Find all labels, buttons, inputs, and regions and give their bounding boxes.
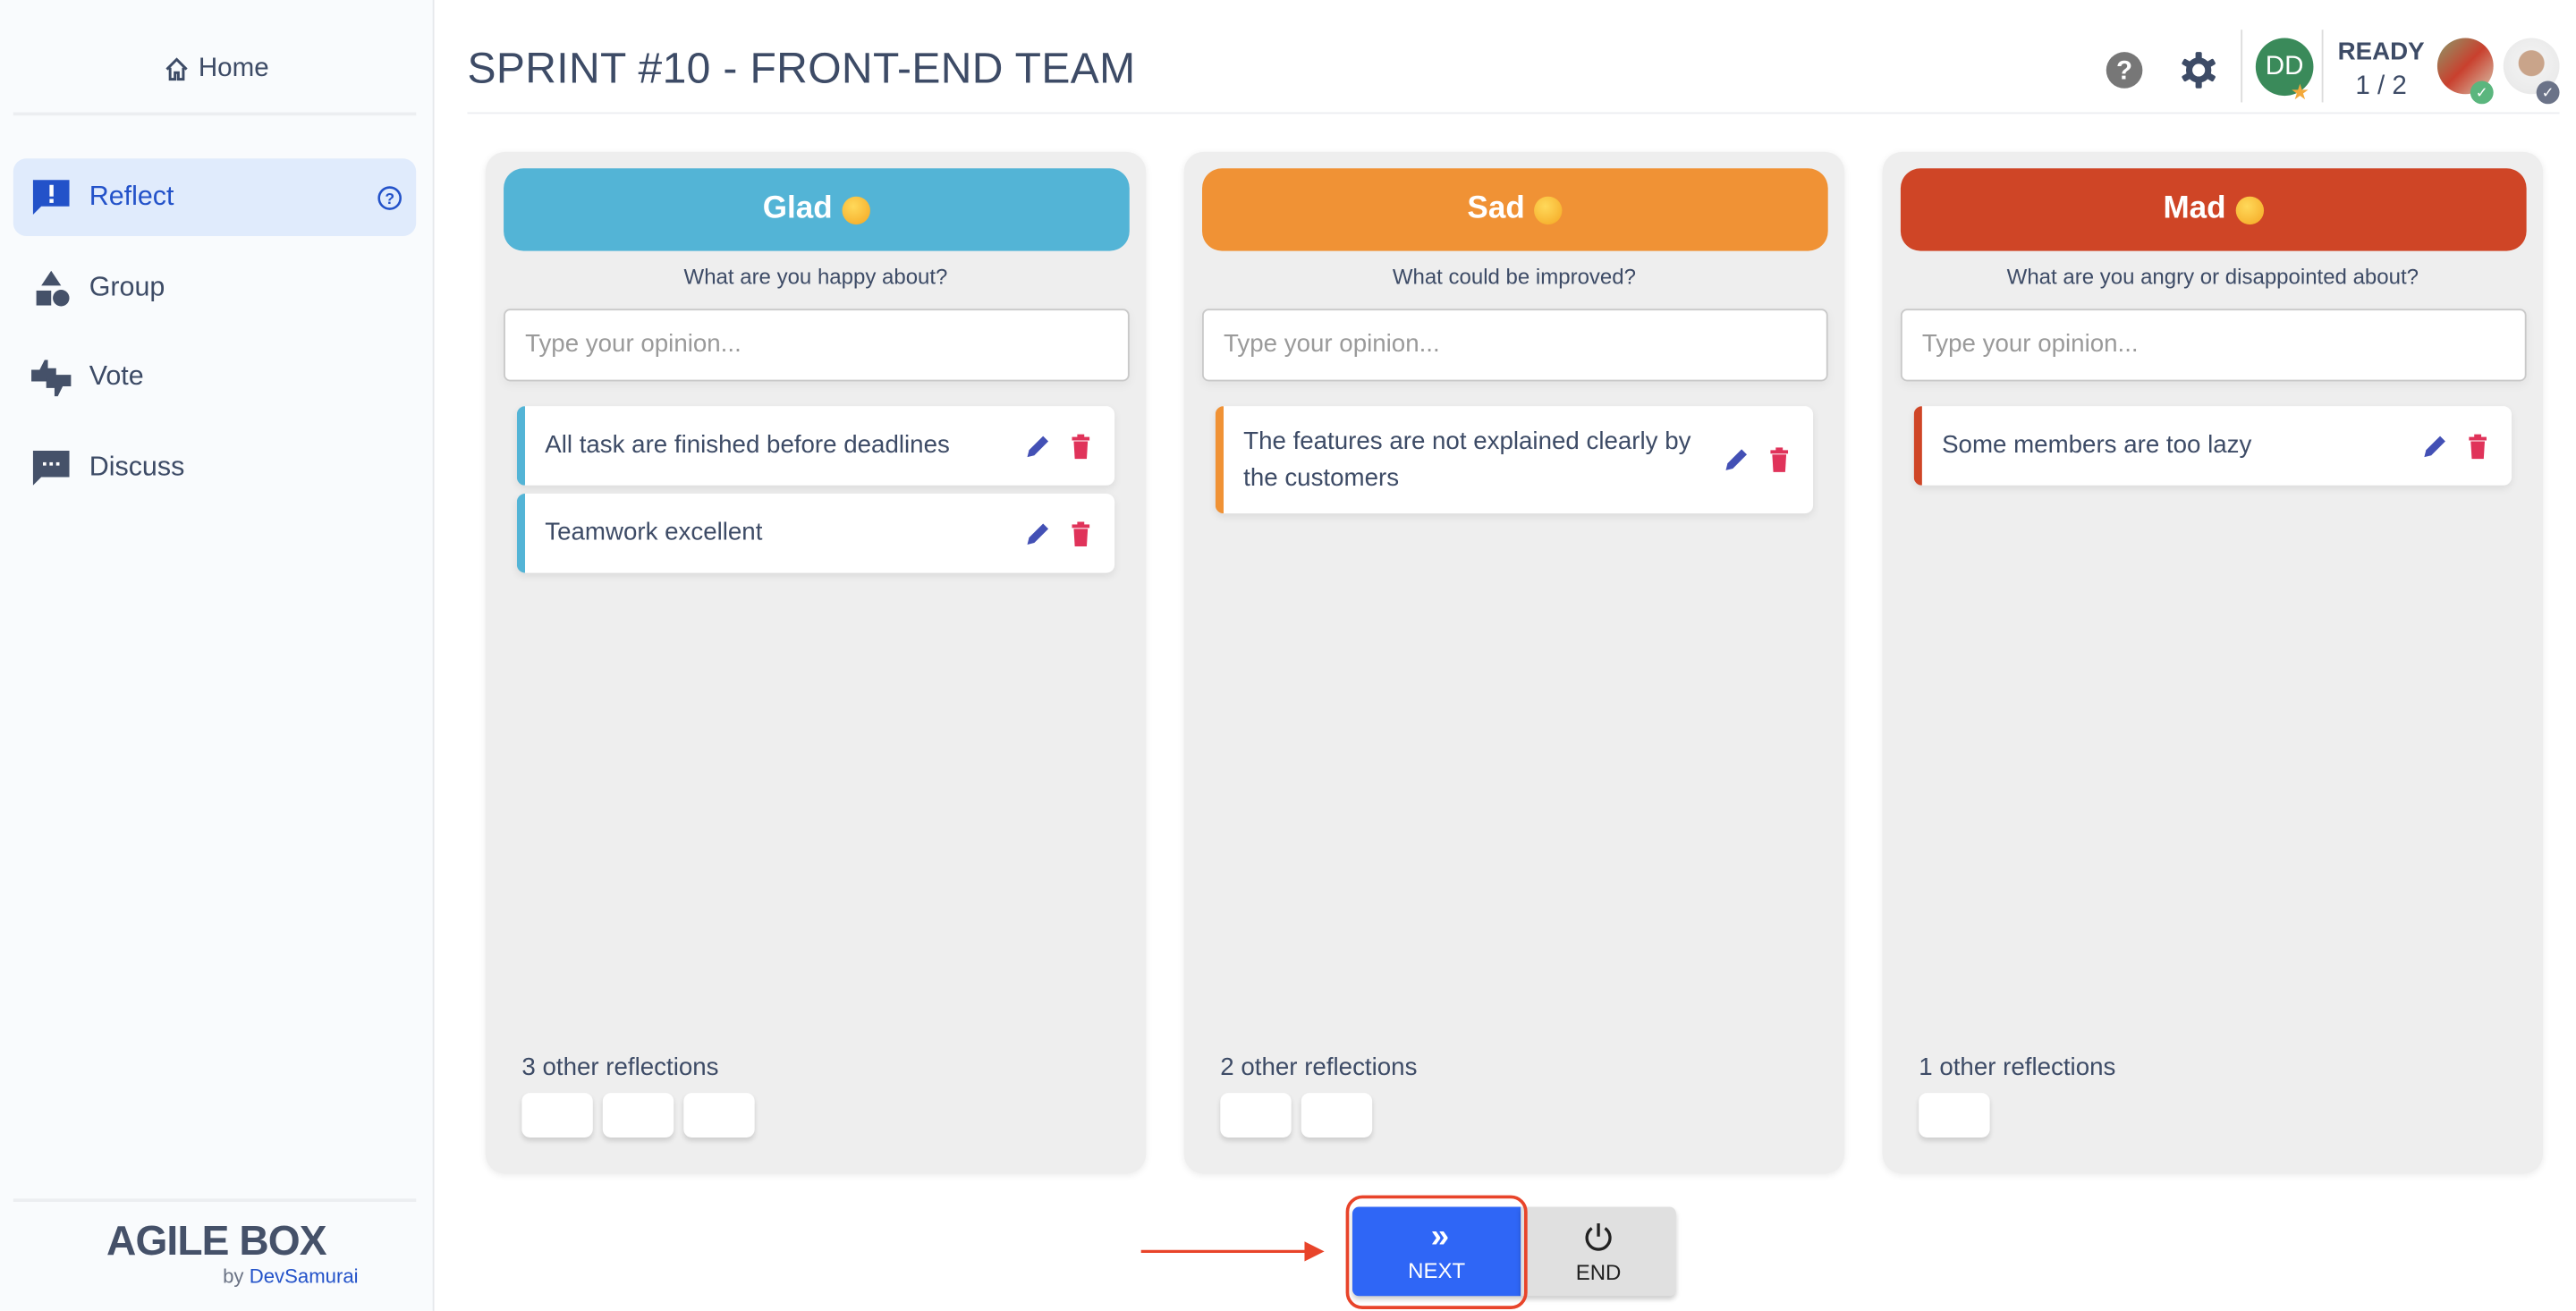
edit-icon[interactable] <box>1723 445 1750 473</box>
column-subtitle: What could be improved? <box>1392 264 1636 290</box>
other-reflections-label: 1 other reflections <box>1919 1053 2116 1082</box>
home-icon <box>165 57 188 81</box>
arrow-annotation <box>1140 1241 1325 1262</box>
column-header: Glad <box>504 168 1130 251</box>
double-chevron-right-icon: » <box>1430 1217 1450 1255</box>
opinion-input[interactable] <box>1900 309 2527 382</box>
reflection-card[interactable]: The features are not explained clearly b… <box>1215 406 1814 514</box>
divider <box>13 1198 417 1202</box>
delete-icon[interactable] <box>1067 432 1095 460</box>
sidebar-item-label: Reflect <box>89 182 174 212</box>
help-circle-icon[interactable]: ? <box>377 184 403 211</box>
header-divider <box>467 112 2560 114</box>
help-icon[interactable]: ? <box>2106 51 2143 89</box>
ready-label: READY <box>2337 38 2425 66</box>
delete-icon[interactable] <box>2463 432 2491 460</box>
thumbs-icon <box>31 359 72 396</box>
divider <box>2321 30 2324 103</box>
sidebar-item-label: Vote <box>89 361 144 392</box>
emoji-icon <box>842 195 871 224</box>
column-glad: Glad What are you happy about? Type your… <box>485 151 1147 1174</box>
next-button[interactable]: » NEXT <box>1352 1206 1521 1297</box>
gear-icon[interactable] <box>2180 51 2217 89</box>
hidden-reflection <box>521 1093 593 1138</box>
check-icon: ✓ <box>2470 80 2494 105</box>
hidden-reflection <box>1301 1093 1373 1138</box>
other-reflections-label: 2 other reflections <box>1220 1053 1418 1082</box>
ready-count: 1 / 2 <box>2355 72 2407 101</box>
svg-text:?: ? <box>385 189 394 207</box>
home-label: Home <box>198 54 269 83</box>
reflect-icon <box>32 179 70 215</box>
hidden-reflection <box>602 1093 674 1138</box>
app-logo: AGILE BOX <box>106 1218 326 1265</box>
reflection-card[interactable]: Some members are too lazy <box>1913 406 2512 486</box>
comment-dots-icon <box>32 450 70 485</box>
page-title: SPRINT #10 - FRONT-END TEAM <box>467 42 1136 93</box>
divider <box>2241 30 2243 103</box>
edit-icon[interactable] <box>1024 520 1052 547</box>
column-subtitle: What are you angry or disappointed about… <box>2006 264 2419 290</box>
hidden-reflection <box>1220 1093 1292 1138</box>
edit-icon[interactable] <box>1024 432 1052 460</box>
other-reflections-label: 3 other reflections <box>521 1053 719 1082</box>
delete-icon[interactable] <box>1067 520 1095 547</box>
end-button[interactable]: END <box>1521 1206 1676 1297</box>
sidebar-item-reflect[interactable]: Reflect ? <box>13 158 417 236</box>
emoji-icon <box>2235 195 2265 224</box>
shapes-icon <box>36 269 70 306</box>
divider <box>13 112 417 116</box>
svg-text:?: ? <box>2116 56 2132 86</box>
home-link[interactable]: Home <box>0 55 433 84</box>
column-sad: Sad What could be improved? Type your op… <box>1183 151 1845 1174</box>
sidebar-item-discuss[interactable]: Discuss <box>13 429 416 507</box>
delete-icon[interactable] <box>1766 445 1793 473</box>
avatar[interactable]: DD <box>2255 38 2314 97</box>
star-icon: ★ <box>2290 79 2310 105</box>
edit-icon[interactable] <box>2420 432 2448 460</box>
hidden-reflection <box>1919 1093 1990 1138</box>
brand-link[interactable]: DevSamurai <box>249 1264 359 1288</box>
sidebar-item-label: Discuss <box>89 452 185 483</box>
hidden-reflection <box>683 1093 755 1138</box>
check-icon: ✓ <box>2536 80 2560 105</box>
column-mad: Mad What are you angry or disappointed a… <box>1882 151 2544 1174</box>
emoji-icon <box>1534 195 1563 224</box>
sidebar: Home Reflect ? Group Vote Discuss AGILE … <box>0 0 435 1311</box>
opinion-input[interactable] <box>504 309 1130 382</box>
reflection-card[interactable]: Teamwork excellent <box>516 493 1115 573</box>
column-header: Sad <box>1201 168 1828 251</box>
column-subtitle: What are you happy about? <box>683 264 948 290</box>
reflection-card[interactable]: All task are finished before deadlines <box>516 406 1115 486</box>
column-header: Mad <box>1900 168 2527 251</box>
logo-byline: by DevSamurai <box>223 1264 359 1288</box>
sidebar-item-group[interactable]: Group <box>13 250 416 327</box>
sidebar-item-vote[interactable]: Vote <box>13 338 416 416</box>
sidebar-item-label: Group <box>89 272 165 302</box>
power-icon <box>1585 1222 1612 1250</box>
opinion-input[interactable] <box>1201 309 1828 382</box>
